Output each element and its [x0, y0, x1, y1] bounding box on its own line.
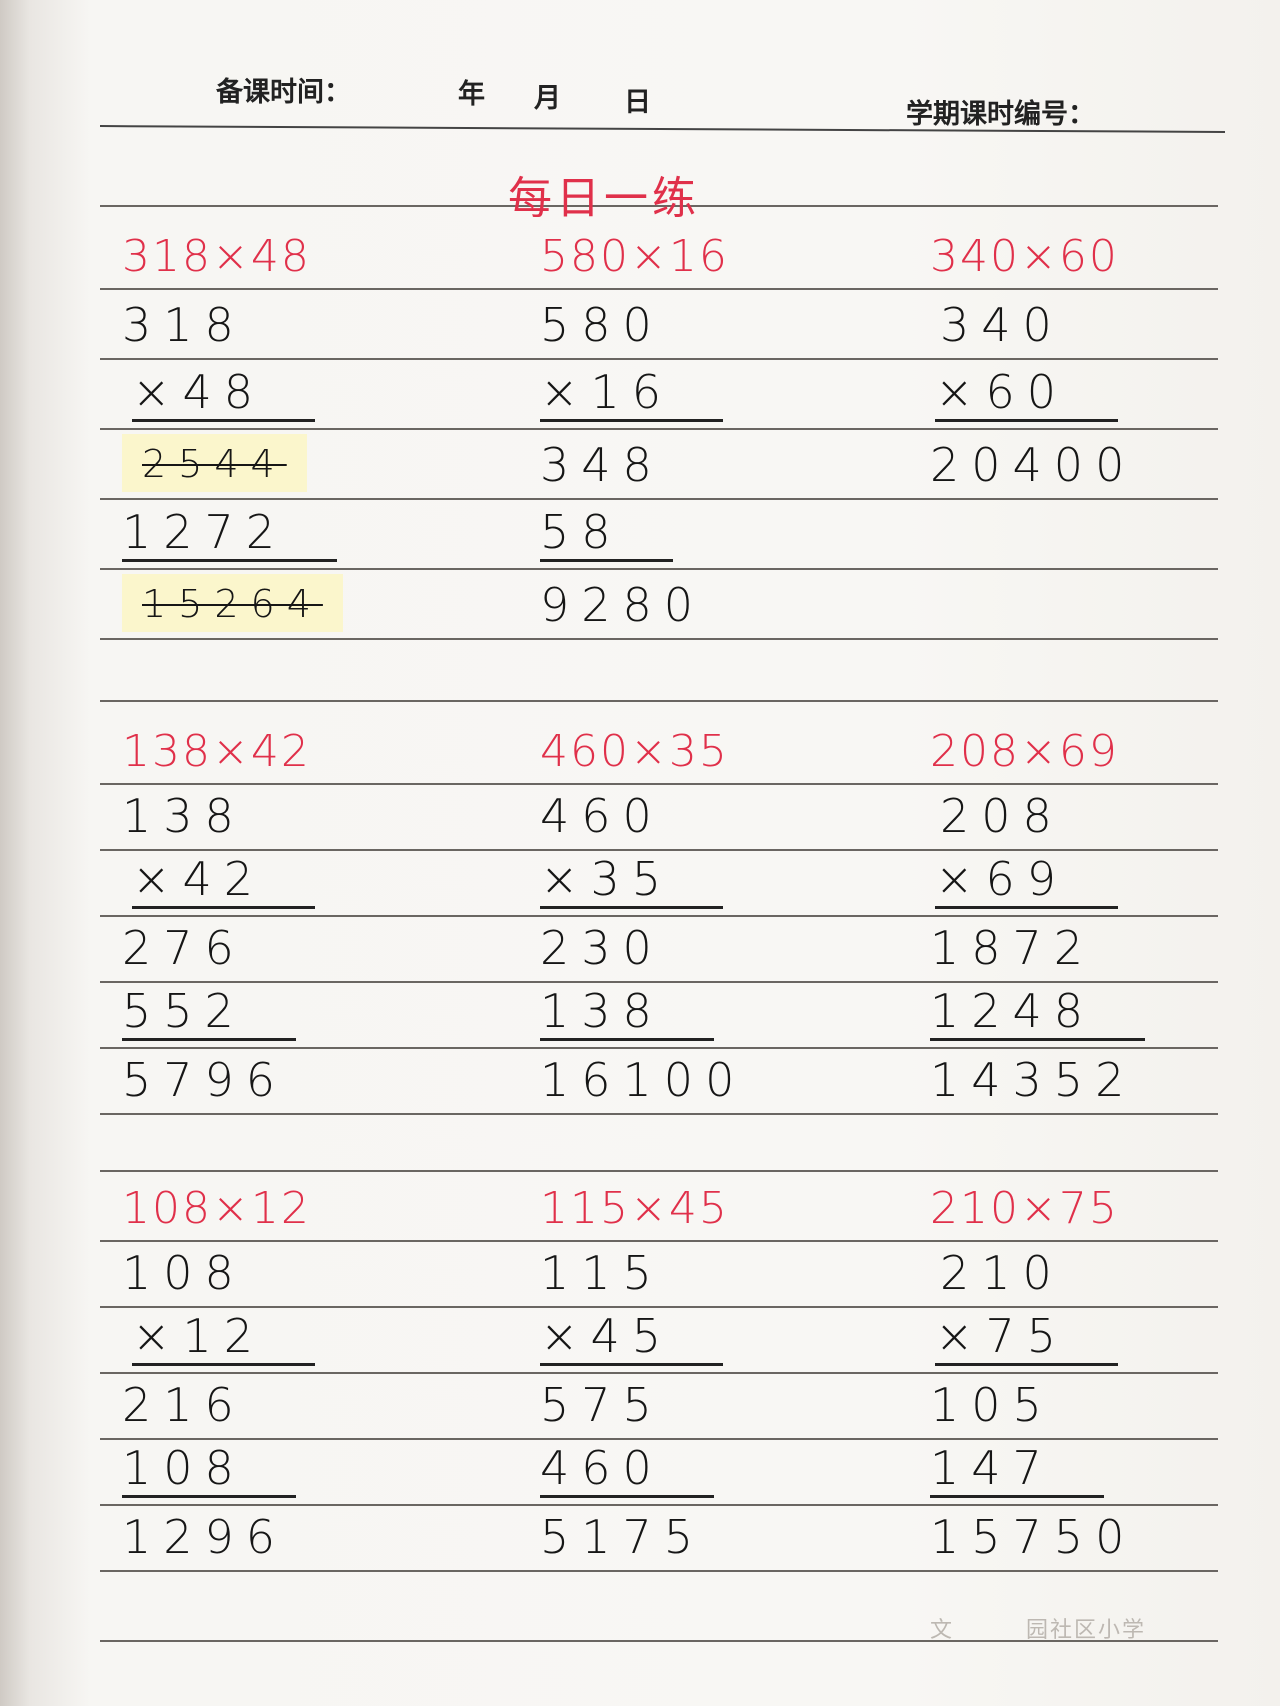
ruled-line-row: 2544 348 20400: [100, 428, 1218, 500]
ruled-line-row: 138 460 208: [100, 783, 1218, 851]
ruled-line-row: [100, 1110, 1218, 1172]
calculation-step: 105: [930, 1378, 1054, 1432]
calculation-step: 216: [122, 1378, 246, 1432]
calculation-step: 552: [122, 984, 296, 1041]
calculation-step: 208: [940, 789, 1064, 843]
problem-title: 580×16: [540, 231, 729, 282]
calculation-step: 20400: [930, 438, 1137, 492]
calculation-step: 108: [122, 1441, 296, 1498]
ruled-line-row: 1272 58: [100, 498, 1218, 570]
calculation-step: 15750: [930, 1510, 1137, 1564]
ruled-line-row: ×42 ×35 ×69: [100, 849, 1218, 917]
prep-time-label: 备课时间：: [216, 77, 351, 108]
school-watermark: 文 园社区小学: [930, 1618, 1147, 1643]
calculation-step: 1248: [930, 984, 1146, 1041]
calculation-step: ×35: [540, 852, 724, 909]
calculation-step: 318: [122, 298, 246, 352]
year-label: 年: [458, 79, 485, 110]
ruled-line-row: 216 575 105: [100, 1372, 1218, 1440]
calculation-step: 1296: [122, 1510, 288, 1564]
calculation-step: 1272: [122, 505, 338, 562]
calculation-step: 210: [940, 1246, 1064, 1300]
calculation-step: ×12: [132, 1309, 316, 1366]
calculation-step: 1872: [930, 921, 1096, 975]
calculation-step: 58: [540, 505, 673, 562]
page-title: 每日一练: [508, 173, 700, 224]
calculation-step: ×45: [540, 1309, 724, 1366]
lesson-number-label: 学期课时编号：: [906, 99, 1095, 130]
day-label: 日: [624, 87, 651, 118]
problem-title: 318×48: [122, 231, 311, 282]
calculation-step: ×75: [935, 1309, 1119, 1366]
calculation-step: 9280: [540, 578, 706, 632]
ruled-line-row: 15264 9280: [100, 568, 1218, 640]
ruled-line-row: 1296 5175 15750: [100, 1504, 1218, 1572]
calculation-step: ×69: [935, 852, 1119, 909]
calculation-step: 147: [930, 1441, 1104, 1498]
ruled-line-row: [100, 640, 1218, 702]
ruled-line-row: 108 460 147: [100, 1438, 1218, 1506]
ruled-line-row: 552 138 1248: [100, 981, 1218, 1049]
problem-title: 210×75: [930, 1183, 1119, 1234]
calculation-step: 14352: [930, 1053, 1137, 1107]
ruled-line-row: 5796 16100 14352: [100, 1047, 1218, 1115]
calculation-step: 138: [540, 984, 714, 1041]
calculation-step: ×16: [540, 365, 724, 422]
calculation-step: 575: [540, 1378, 664, 1432]
calculation-step: 5796: [122, 1053, 288, 1107]
calculation-step: 340: [940, 298, 1064, 352]
ruled-line-row: 108 115 210: [100, 1240, 1218, 1308]
calculation-step: 108: [122, 1246, 246, 1300]
problem-title: 340×60: [930, 231, 1119, 282]
calculation-step: 580: [540, 298, 664, 352]
problem-title: 115×45: [540, 1183, 729, 1234]
calculation-step: 276: [122, 921, 246, 975]
ruled-line-row: 318 580 340: [100, 288, 1218, 360]
ruled-line-row: ×12 ×45 ×75: [100, 1306, 1218, 1374]
calculation-step: 5175: [540, 1510, 706, 1564]
ruled-line-row: 318×48 580×16 340×60: [100, 218, 1218, 290]
problem-title: 108×12: [122, 1183, 311, 1234]
ruled-line-row: 276 230 1872: [100, 915, 1218, 983]
ruled-line-row: 108×12 115×45 210×75: [100, 1174, 1218, 1242]
calculation-step: 460: [540, 1441, 714, 1498]
month-label: 月: [534, 83, 561, 114]
ruled-line-row: [100, 1580, 1218, 1642]
calculation-step: 348: [540, 438, 664, 492]
crossed-out-step: 2544: [122, 434, 307, 492]
calculation-step: 230: [540, 921, 664, 975]
problem-title: 460×35: [540, 726, 729, 777]
problem-title: 208×69: [930, 726, 1119, 777]
problem-title: 138×42: [122, 726, 311, 777]
calculation-step: 460: [540, 789, 664, 843]
ruled-line-row: ×48 ×16 ×60: [100, 358, 1218, 430]
calculation-step: 16100: [540, 1053, 747, 1107]
calculation-step: 115: [540, 1246, 664, 1300]
calculation-step: ×48: [132, 365, 316, 422]
crossed-out-step: 15264: [122, 574, 343, 632]
calculation-step: ×60: [935, 365, 1119, 422]
calculation-step: ×42: [132, 852, 316, 909]
title-band: [100, 150, 1218, 207]
calculation-step: 138: [122, 789, 246, 843]
ruled-line-row: 138×42 460×35 208×69: [100, 717, 1218, 785]
